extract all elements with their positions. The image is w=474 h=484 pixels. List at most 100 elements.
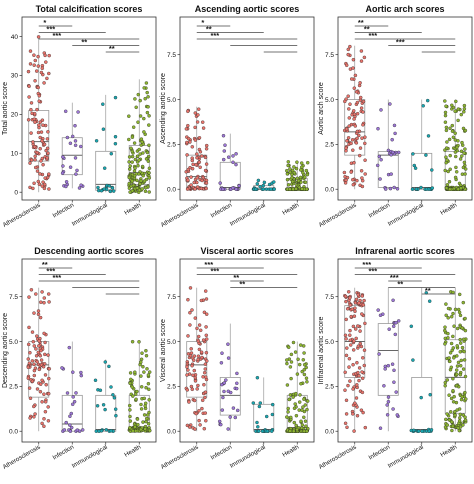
data-point xyxy=(462,110,466,114)
data-point xyxy=(419,395,423,400)
data-point xyxy=(33,158,37,162)
data-point xyxy=(42,417,46,421)
data-point xyxy=(360,370,364,374)
data-point xyxy=(43,53,47,58)
data-point xyxy=(361,99,366,104)
data-point xyxy=(137,340,141,344)
data-point xyxy=(226,389,231,394)
data-point xyxy=(144,348,148,353)
data-point xyxy=(187,400,191,404)
data-point xyxy=(451,346,456,350)
data-point xyxy=(41,123,45,127)
data-point xyxy=(299,419,303,424)
data-point xyxy=(463,418,468,422)
data-point xyxy=(36,64,41,68)
data-point xyxy=(358,329,362,333)
data-point xyxy=(226,342,230,346)
data-point xyxy=(36,312,41,317)
data-point xyxy=(356,324,360,328)
data-point xyxy=(386,363,391,368)
data-point xyxy=(302,429,307,433)
data-point xyxy=(345,139,349,143)
data-point xyxy=(296,357,300,362)
data-point xyxy=(348,44,352,49)
data-point xyxy=(143,96,147,101)
data-point xyxy=(34,347,38,351)
data-point xyxy=(191,358,196,363)
data-point xyxy=(203,390,208,394)
data-point xyxy=(445,378,450,382)
panel-frame xyxy=(21,258,157,443)
data-point xyxy=(185,153,189,157)
data-point xyxy=(459,358,464,363)
data-point xyxy=(129,377,133,382)
data-point xyxy=(461,423,465,427)
data-point xyxy=(204,143,209,148)
data-point xyxy=(135,154,140,159)
data-point xyxy=(357,153,362,158)
data-point xyxy=(389,172,393,176)
data-point xyxy=(40,421,44,426)
data-point xyxy=(128,408,132,412)
data-point xyxy=(377,154,382,159)
data-point xyxy=(458,412,463,417)
data-point xyxy=(352,339,356,343)
data-point xyxy=(451,424,455,429)
data-point xyxy=(135,186,140,190)
panel-title: Visceral aortic scores xyxy=(201,246,294,256)
data-point xyxy=(459,112,464,117)
data-point xyxy=(446,316,450,320)
data-point xyxy=(286,345,291,350)
data-point xyxy=(451,105,456,110)
data-point xyxy=(113,134,118,139)
data-point xyxy=(344,337,348,341)
data-point xyxy=(452,356,456,360)
data-point xyxy=(137,147,141,152)
data-point xyxy=(359,59,364,63)
data-point xyxy=(393,131,397,136)
data-point xyxy=(234,152,238,156)
panel-4: Descending aortic scores Descending aorti… xyxy=(2,246,157,471)
data-point xyxy=(204,147,209,151)
data-point xyxy=(350,138,355,142)
data-point xyxy=(109,429,113,433)
x-tick-label: Infection xyxy=(209,201,233,219)
data-point xyxy=(197,323,202,327)
data-point xyxy=(37,123,41,127)
data-point xyxy=(299,161,304,165)
data-point xyxy=(33,154,37,159)
data-point xyxy=(453,154,458,159)
data-point xyxy=(344,178,348,183)
data-point xyxy=(32,181,36,186)
data-point xyxy=(346,383,350,388)
data-point xyxy=(295,160,299,164)
data-point xyxy=(453,150,458,154)
data-point xyxy=(235,408,240,413)
data-point xyxy=(204,325,208,329)
data-point xyxy=(42,362,47,366)
y-tick-label: 0.0 xyxy=(167,429,176,436)
data-point xyxy=(292,406,297,411)
data-point xyxy=(147,143,151,148)
data-point xyxy=(37,99,41,103)
data-point xyxy=(36,130,41,135)
data-point xyxy=(393,332,398,337)
box-health xyxy=(443,99,468,191)
data-point xyxy=(128,371,133,375)
data-point xyxy=(460,345,465,350)
data-point xyxy=(444,128,449,133)
data-point xyxy=(141,364,145,369)
significance-label: ** xyxy=(109,44,115,53)
data-point xyxy=(189,384,194,389)
data-point xyxy=(197,418,201,423)
data-point xyxy=(42,300,46,305)
data-point xyxy=(288,170,292,175)
box-atherosclerosis xyxy=(343,287,368,433)
data-point xyxy=(425,98,430,103)
data-point xyxy=(29,131,33,135)
data-point xyxy=(443,380,448,385)
data-point xyxy=(130,179,134,183)
data-point xyxy=(42,186,47,191)
data-point xyxy=(344,146,348,150)
data-point xyxy=(256,425,260,429)
